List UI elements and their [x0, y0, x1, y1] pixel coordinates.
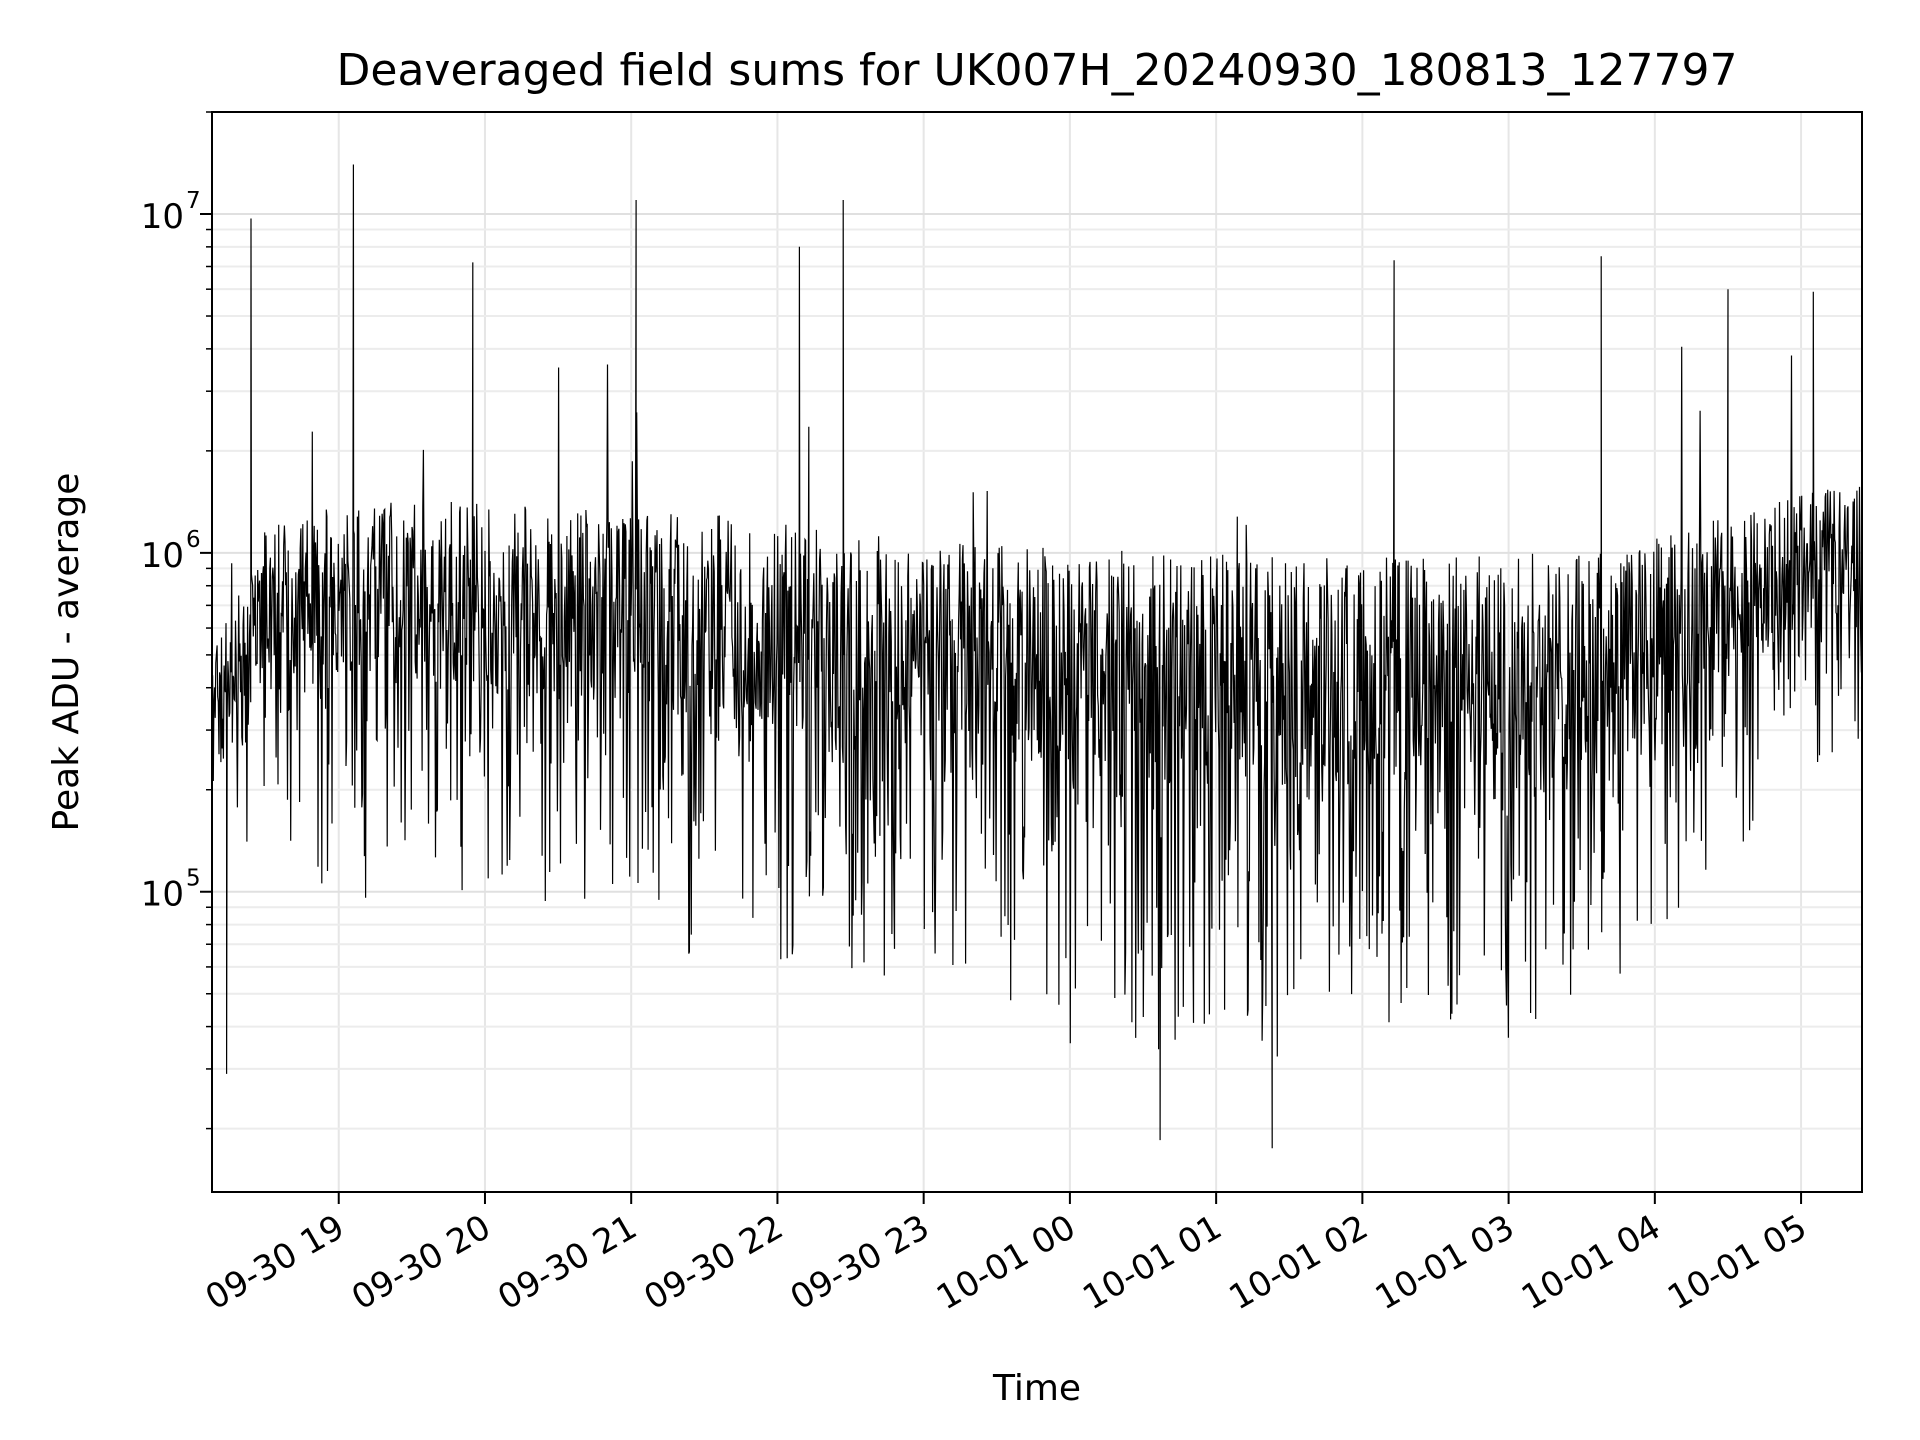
series-line	[211, 164, 1863, 1149]
chart-title: Deaveraged field sums for UK007H_2024093…	[337, 45, 1738, 96]
y-tick-label: 10	[141, 197, 184, 237]
y-tick-label: 10	[141, 536, 184, 576]
y-tick-exponent: 7	[186, 188, 201, 214]
y-tick-label: 10	[141, 875, 184, 915]
y-axis-label: Peak ADU - average	[46, 473, 87, 832]
y-tick-exponent: 6	[186, 527, 201, 553]
plot-frame	[211, 111, 1863, 1193]
x-axis-label: Time	[992, 1368, 1081, 1409]
series-lines	[211, 164, 1863, 1149]
y-tick-exponent: 5	[186, 866, 201, 892]
